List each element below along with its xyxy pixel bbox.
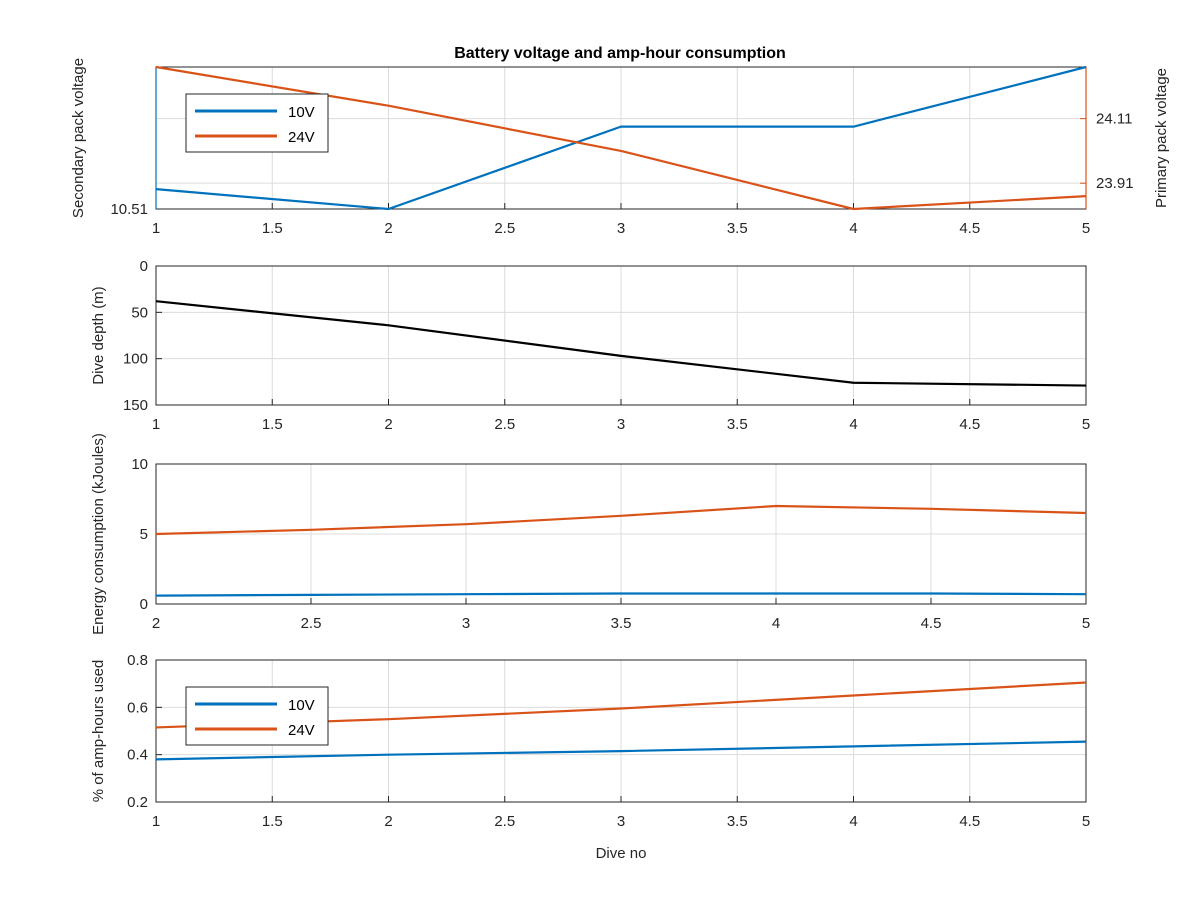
- y-tick-label: 0.2: [127, 794, 148, 811]
- legend-entry: 10V: [288, 104, 315, 121]
- y-tick-label: 10: [131, 456, 148, 473]
- x-tick-label: 1.5: [262, 813, 283, 830]
- x-tick-label: 4: [849, 416, 857, 433]
- x-tick-label: 5: [1082, 813, 1090, 830]
- y-tick-label: 10.51: [110, 201, 148, 218]
- x-tick-label: 3.5: [727, 416, 748, 433]
- series-line-1: [155, 65, 1087, 211]
- series-line-2: [155, 592, 1087, 597]
- series-line-2: [155, 65, 1087, 211]
- x-tick-label: 1.5: [262, 220, 283, 237]
- y-tick-label: 150: [123, 397, 148, 414]
- x-tick-label: 5: [1082, 220, 1090, 237]
- y-tick-label: 0: [140, 258, 148, 275]
- x-tick-label: 3.5: [611, 615, 632, 632]
- chart-title: Battery voltage and amp-hour consumption: [454, 45, 786, 62]
- legend-box: [185, 93, 329, 153]
- x-tick-label: 2.5: [494, 416, 515, 433]
- x-tick-label: 2: [152, 615, 160, 632]
- x-tick-label: 4.5: [959, 416, 980, 433]
- y-right-tick-label: 23.91: [1096, 175, 1134, 192]
- series-line-1: [155, 504, 1087, 536]
- x-tick-label: 4: [772, 615, 780, 632]
- axes-frame: [155, 659, 1087, 803]
- x-tick-label: 3: [617, 813, 625, 830]
- legend-entry: 24V: [288, 722, 315, 739]
- x-tick-label: 1: [152, 220, 160, 237]
- x-tick-label: 2.5: [494, 813, 515, 830]
- x-tick-label: 2: [384, 416, 392, 433]
- y-tick-label: 100: [123, 351, 148, 368]
- y-tick-label: 5: [140, 526, 148, 543]
- x-tick-label: 3.5: [727, 813, 748, 830]
- x-tick-label: 3.5: [727, 220, 748, 237]
- x-tick-label: 5: [1082, 416, 1090, 433]
- y-tick-label: 0.6: [127, 699, 148, 716]
- y-tick-label: 0: [140, 596, 148, 613]
- y-axis-label: Dive depth (m): [90, 286, 107, 384]
- x-tick-label: 4.5: [959, 220, 980, 237]
- x-axis-label: Dive no: [596, 845, 647, 862]
- legend-entry: 24V: [288, 129, 315, 146]
- legend-box: [185, 686, 329, 746]
- plots: 1 1.5 2 2.5 3 3.5 4 4.5 5 10.51 23.91 24.11 Secondar…: [70, 58, 1170, 862]
- x-tick-label: 5: [1082, 615, 1090, 632]
- x-tick-label: 1: [152, 416, 160, 433]
- legend-entry: 10V: [288, 697, 315, 714]
- x-tick-label: 3: [617, 220, 625, 237]
- subplot-4: 1 1.5 2 2.5 3 3.5 4 4.5 5 0.2 0.4 0.6 0.8 % of amp-ho…: [90, 652, 1090, 862]
- y-tick-label: 50: [131, 304, 148, 321]
- x-tick-label: 1.5: [262, 416, 283, 433]
- y-right-axis-label: Primary pack voltage: [1153, 68, 1170, 208]
- x-tick-label: 4.5: [921, 615, 942, 632]
- x-tick-label: 2: [384, 813, 392, 830]
- axes-frame: [155, 265, 1087, 406]
- series-line-1: [155, 300, 1087, 387]
- y-tick-label: 0.4: [127, 747, 148, 764]
- x-tick-label: 2.5: [494, 220, 515, 237]
- x-tick-label: 2.5: [301, 615, 322, 632]
- x-tick-label: 3: [617, 416, 625, 433]
- subplot-1: 1 1.5 2 2.5 3 3.5 4 4.5 5 10.51 23.91 24.11 Secondar…: [70, 58, 1170, 237]
- y-axis-label: Secondary pack voltage: [70, 58, 87, 218]
- x-tick-label: 4.5: [959, 813, 980, 830]
- x-tick-label: 2: [384, 220, 392, 237]
- subplot-3: 2 2.5 3 3.5 4 4.5 5 0 5 10 Energy consumption (kJo…: [90, 433, 1090, 635]
- series-line-1: [155, 740, 1087, 761]
- x-tick-label: 4: [849, 813, 857, 830]
- y-right-tick-label: 24.11: [1096, 111, 1132, 128]
- x-tick-label: 4: [849, 220, 857, 237]
- x-tick-label: 3: [462, 615, 470, 632]
- y-tick-label: 0.8: [127, 652, 148, 669]
- y-axis-label: % of amp-hours used: [90, 660, 107, 803]
- y-axis-label: Energy consumption (kJoules): [90, 433, 107, 635]
- x-tick-label: 1: [152, 813, 160, 830]
